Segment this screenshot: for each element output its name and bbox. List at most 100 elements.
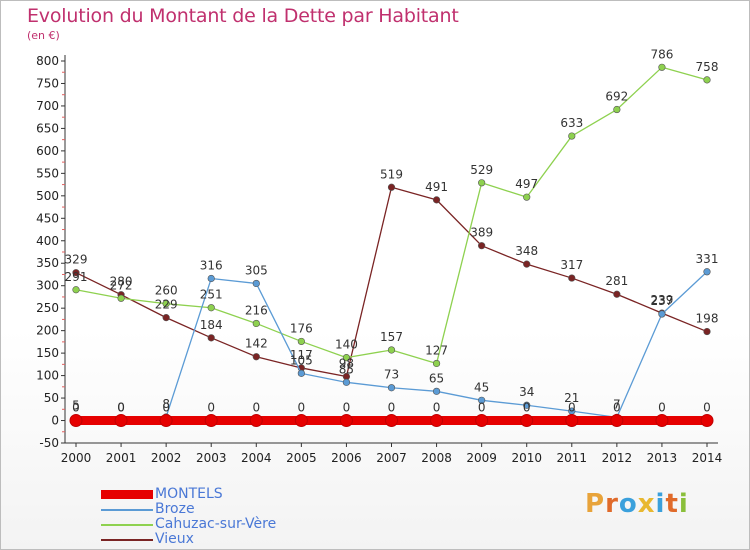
y-tick-label: 650 <box>36 121 59 135</box>
data-point <box>342 354 351 362</box>
y-tick-label: 350 <box>36 256 59 270</box>
data-point <box>69 414 83 428</box>
data-point <box>523 260 531 268</box>
logo-letter: x <box>637 489 656 519</box>
data-point <box>432 387 441 395</box>
data-label: 305 <box>245 263 268 277</box>
data-label: 239 <box>650 293 673 307</box>
data-label: 0 <box>117 401 125 415</box>
data-label: 184 <box>200 318 223 332</box>
data-label: 519 <box>380 167 403 181</box>
data-point <box>568 132 576 140</box>
data-label: 0 <box>613 401 621 415</box>
data-label: 0 <box>252 401 260 415</box>
data-point <box>162 314 170 322</box>
data-label: 229 <box>155 298 178 312</box>
data-point <box>610 414 624 428</box>
data-point <box>523 401 531 409</box>
data-label: 260 <box>155 284 178 298</box>
data-label: 281 <box>605 274 628 288</box>
data-point <box>387 346 396 354</box>
x-tick-label: 2009 <box>466 451 497 465</box>
data-point <box>72 286 80 294</box>
data-label: 0 <box>388 401 396 415</box>
data-label: 237 <box>650 294 673 308</box>
data-point <box>478 242 486 250</box>
legend-item-vieux[interactable]: Vieux <box>101 532 276 547</box>
legend-label-cahuzac: Cahuzac-sur-Vère <box>155 516 277 532</box>
data-label: 331 <box>696 252 719 266</box>
data-label: 0 <box>298 401 306 415</box>
data-point <box>249 414 263 428</box>
data-point <box>294 414 308 428</box>
data-point <box>523 193 531 201</box>
y-tick-label: 300 <box>36 279 59 293</box>
data-point <box>432 196 441 204</box>
data-point <box>613 290 621 298</box>
legend: MONTELS Broze Cahuzac-sur-Vère Vieux <box>101 487 276 547</box>
logo-letter: t <box>665 489 679 519</box>
data-point <box>297 369 305 377</box>
logo-letter: P <box>585 489 606 519</box>
proxiti-logo: Proxiti <box>585 489 689 519</box>
y-tick-label: 0 <box>51 414 59 428</box>
data-point <box>72 269 80 277</box>
data-point <box>159 414 173 428</box>
x-tick-label: 2004 <box>241 451 272 465</box>
x-tick-label: 2005 <box>286 451 317 465</box>
data-point <box>700 414 714 428</box>
data-point <box>478 396 486 404</box>
data-label: 5 <box>72 398 80 412</box>
x-tick-label: 2014 <box>692 451 723 465</box>
data-point <box>432 359 441 368</box>
data-label: 0 <box>658 401 666 415</box>
data-label: 85 <box>339 362 354 376</box>
data-point <box>703 268 711 276</box>
data-label: 0 <box>433 401 441 415</box>
data-point <box>114 414 128 428</box>
chart-title: Evolution du Montant de la Dette par Hab… <box>27 5 459 27</box>
y-tick-label: 550 <box>36 166 59 180</box>
data-point <box>478 179 486 187</box>
data-point <box>207 334 215 342</box>
data-label: 280 <box>110 275 133 289</box>
data-point <box>252 279 260 288</box>
data-label: 73 <box>384 368 399 382</box>
data-point <box>520 414 534 428</box>
x-tick-label: 2007 <box>376 451 407 465</box>
legend-label-montels: MONTELS <box>155 486 223 502</box>
x-tick-label: 2013 <box>647 451 678 465</box>
data-label: 389 <box>470 226 493 240</box>
legend-item-montels[interactable]: MONTELS <box>101 487 276 502</box>
data-label: 34 <box>519 385 534 399</box>
data-label: 117 <box>290 348 313 362</box>
data-label: 497 <box>515 177 538 191</box>
data-label: 329 <box>65 253 88 267</box>
data-label: 45 <box>474 380 489 394</box>
data-point <box>339 414 353 428</box>
data-point <box>297 337 305 346</box>
data-label: 8 <box>162 397 170 411</box>
x-tick-label: 2010 <box>511 451 542 465</box>
x-tick-label: 2008 <box>421 451 452 465</box>
legend-item-broze[interactable]: Broze <box>101 502 276 517</box>
data-point <box>385 414 398 428</box>
legend-swatch-cahuzac <box>101 523 153 526</box>
legend-swatch-broze <box>101 508 153 511</box>
data-point <box>475 414 489 428</box>
data-label: 0 <box>343 401 351 415</box>
legend-item-cahuzac[interactable]: Cahuzac-sur-Vère <box>101 517 276 532</box>
data-label: 758 <box>696 60 719 74</box>
logo-letter: o <box>618 489 638 519</box>
y-tick-label: 750 <box>36 76 59 90</box>
x-tick-label: 2012 <box>602 451 633 465</box>
x-tick-label: 2003 <box>196 451 227 465</box>
chart-subtitle: (en €) <box>27 29 60 42</box>
y-tick-label: -50 <box>39 436 59 450</box>
data-label: 127 <box>425 343 448 357</box>
y-tick-label: 800 <box>36 54 59 68</box>
data-label: 0 <box>568 401 576 415</box>
data-point <box>703 327 711 336</box>
